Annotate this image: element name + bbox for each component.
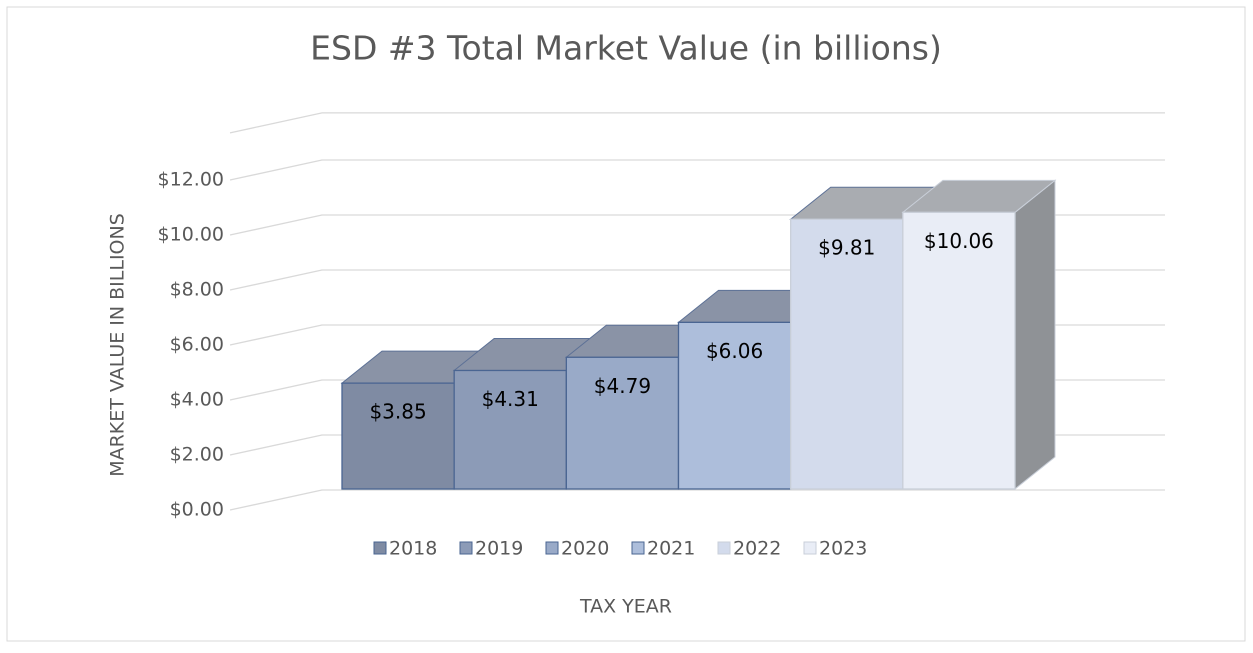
legend-swatch: [631, 541, 645, 555]
data-label: $9.81: [818, 236, 875, 260]
bar: [453, 369, 567, 490]
data-label: $4.31: [482, 387, 539, 411]
legend-swatch: [545, 541, 559, 555]
grid-line: [229, 159, 1165, 181]
y-tick-label: $2.00: [170, 444, 224, 466]
legend-label: 2018: [389, 538, 437, 560]
legend-label: 2021: [647, 538, 695, 560]
legend-swatch: [803, 541, 817, 555]
bar-side: [1014, 179, 1056, 491]
y-tick-label: $8.00: [170, 279, 224, 301]
bar: [902, 211, 1016, 490]
y-tick-label: $4.00: [170, 389, 224, 411]
legend-label: 2019: [475, 538, 523, 560]
grid-line: [229, 489, 1165, 511]
y-tick-label: $0.00: [170, 499, 224, 521]
bar: [565, 356, 680, 490]
data-label: $6.06: [706, 339, 763, 363]
legend-swatch: [373, 541, 387, 555]
bar: [790, 218, 904, 490]
legend-label: 2020: [561, 538, 609, 560]
legend-swatch: [459, 541, 473, 555]
legend-label: 2023: [819, 538, 867, 560]
bar: [677, 321, 792, 490]
y-tick-label: $10.00: [158, 224, 224, 246]
bar: [341, 382, 455, 490]
wall-edge: [229, 112, 1165, 134]
chart-title: ESD #3 Total Market Value (in billions): [310, 29, 942, 68]
y-tick-label: $6.00: [170, 334, 224, 356]
legend-label: 2022: [733, 538, 781, 560]
y-tick-label: $12.00: [158, 169, 224, 191]
data-label: $4.79: [594, 374, 651, 398]
legend-swatch: [717, 541, 731, 555]
data-label: $3.85: [369, 400, 426, 424]
chart-frame: [6, 6, 1246, 642]
x-axis-label: TAX YEAR: [579, 596, 672, 618]
y-axis-label: MARKET VALUE IN BILLIONS: [107, 213, 129, 477]
data-label: $10.06: [924, 229, 994, 253]
